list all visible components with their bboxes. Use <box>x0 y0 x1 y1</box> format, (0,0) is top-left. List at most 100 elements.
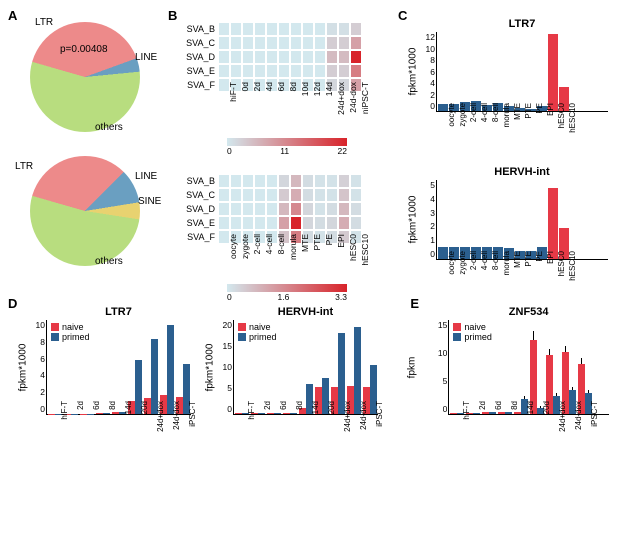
y-axis-title: fpkm*1000 <box>204 343 215 391</box>
error-bar <box>556 393 557 396</box>
y-axis-title: fpkm*1000 <box>407 48 418 96</box>
barchart-znf534: ZNF534151050fpkmnaiveprimedhiF-T2d6d8d14… <box>448 306 609 461</box>
heatmap-cell <box>314 202 326 216</box>
heatmap-cell <box>242 64 254 78</box>
error-bar <box>565 346 566 352</box>
ytick: 5 <box>415 180 435 190</box>
error-bar <box>524 396 525 399</box>
heatmap-cell <box>266 22 278 36</box>
heatmap-cell <box>230 188 242 202</box>
heatmap-cell <box>302 174 314 188</box>
ytick: 0 <box>25 404 45 414</box>
legend-label: naive <box>62 322 84 332</box>
heatmap-cell <box>302 64 314 78</box>
heatmap-cell <box>242 174 254 188</box>
heatmap-cell <box>326 174 338 188</box>
heatmap-cell <box>290 216 302 230</box>
heatmap-cell <box>254 174 266 188</box>
heatmap-cell <box>338 216 350 230</box>
heatmap-cell <box>218 64 230 78</box>
heatmap-cell <box>290 36 302 50</box>
pie <box>30 156 140 266</box>
colorbar-tick: 22 <box>338 146 347 156</box>
heatmap-row-label: SVA_E <box>176 66 218 76</box>
ytick: 15 <box>427 320 447 330</box>
heatmap-row-label: SVA_B <box>176 24 218 34</box>
heatmap-cell <box>350 36 362 50</box>
x-tick-label: iPSC-T <box>590 401 617 417</box>
heatmap-cell <box>290 22 302 36</box>
heatmap-cell <box>254 202 266 216</box>
legend-swatch <box>453 323 461 331</box>
heatmap-cell <box>314 216 326 230</box>
heatmap-cell <box>266 202 278 216</box>
colorbar-tick: 11 <box>280 146 289 156</box>
heatmap-row-label: SVA_C <box>176 190 218 200</box>
barchart-hervh: HERVH-int543210fpkm*1000oocytezygote2-ce… <box>436 166 608 300</box>
heatmap-cell <box>314 174 326 188</box>
chart-title: HERVH-int <box>233 306 378 318</box>
heatmap-cell <box>230 174 242 188</box>
heatmap-cell <box>302 202 314 216</box>
pie-slice-label: LTR <box>15 161 33 172</box>
heatmap-cell <box>230 50 242 64</box>
heatmap-cell <box>350 188 362 202</box>
chart-title: ZNF534 <box>448 306 609 318</box>
bar <box>438 247 448 259</box>
heatmap-cell <box>302 22 314 36</box>
legend-label: primed <box>62 332 90 342</box>
chart-title: LTR7 <box>436 18 608 30</box>
pie-slice-label: others <box>95 122 123 133</box>
heatmap-cell <box>230 36 242 50</box>
panel-c-label: C <box>398 8 407 23</box>
heatmap-row-label: SVA_C <box>176 38 218 48</box>
heatmap-cell <box>326 22 338 36</box>
bar <box>548 188 558 259</box>
bar <box>438 104 448 111</box>
heatmap-cell <box>290 188 302 202</box>
pie-chart-top: LTRLINEothersp=0.00408 <box>30 22 168 132</box>
heatmap-cell <box>266 36 278 50</box>
heatmap-cell <box>218 188 230 202</box>
heatmap-cell <box>254 50 266 64</box>
chart-title: LTR7 <box>46 306 191 318</box>
heatmap-cell <box>350 64 362 78</box>
heatmap-cell <box>326 188 338 202</box>
pie-slice-label: LINE <box>135 171 157 182</box>
heatmap-top: SVA_BSVA_CSVA_DSVA_ESVA_FhiF-T0d2d4d6d8d… <box>176 22 398 156</box>
panel-b: B SVA_BSVA_CSVA_DSVA_ESVA_FhiF-T0d2d4d6d… <box>168 8 398 290</box>
chart-title: HERVH-int <box>436 166 608 178</box>
ytick: 0 <box>212 404 232 414</box>
legend-label: naive <box>249 322 271 332</box>
pie-slice-label: LINE <box>135 52 157 63</box>
heatmap-cell <box>314 64 326 78</box>
barchart-d-ltr7: LTR71086420fpkm*1000naiveprimedhiF-T2d6d… <box>46 306 191 461</box>
heatmap-cell <box>218 36 230 50</box>
heatmap-cell <box>338 64 350 78</box>
heatmap-cell <box>242 216 254 230</box>
ytick: 20 <box>212 320 232 330</box>
error-bar <box>533 331 534 340</box>
heatmap-cell <box>290 202 302 216</box>
legend-swatch <box>51 333 59 341</box>
heatmap-cell <box>254 36 266 50</box>
legend-swatch <box>51 323 59 331</box>
heatmap-cell <box>278 50 290 64</box>
heatmap-cell <box>314 50 326 64</box>
x-tick-label: hESC10 <box>568 251 608 262</box>
heatmap-cell <box>326 202 338 216</box>
pie-chart-bottom: LTRLINESINEothers <box>30 156 168 266</box>
heatmap-cell <box>314 36 326 50</box>
heatmap-cell <box>242 22 254 36</box>
heatmap-cell <box>266 174 278 188</box>
heatmap-cell <box>230 216 242 230</box>
pie-slice-label: SINE <box>138 196 161 207</box>
p-value-label: p=0.00408 <box>60 44 108 55</box>
panel-a-label: A <box>8 8 17 23</box>
heatmap-cell <box>242 202 254 216</box>
heatmap-cell <box>254 64 266 78</box>
colorbar <box>227 284 347 292</box>
error-bar <box>549 349 550 355</box>
heatmap-cell <box>338 22 350 36</box>
ytick: 10 <box>25 320 45 330</box>
